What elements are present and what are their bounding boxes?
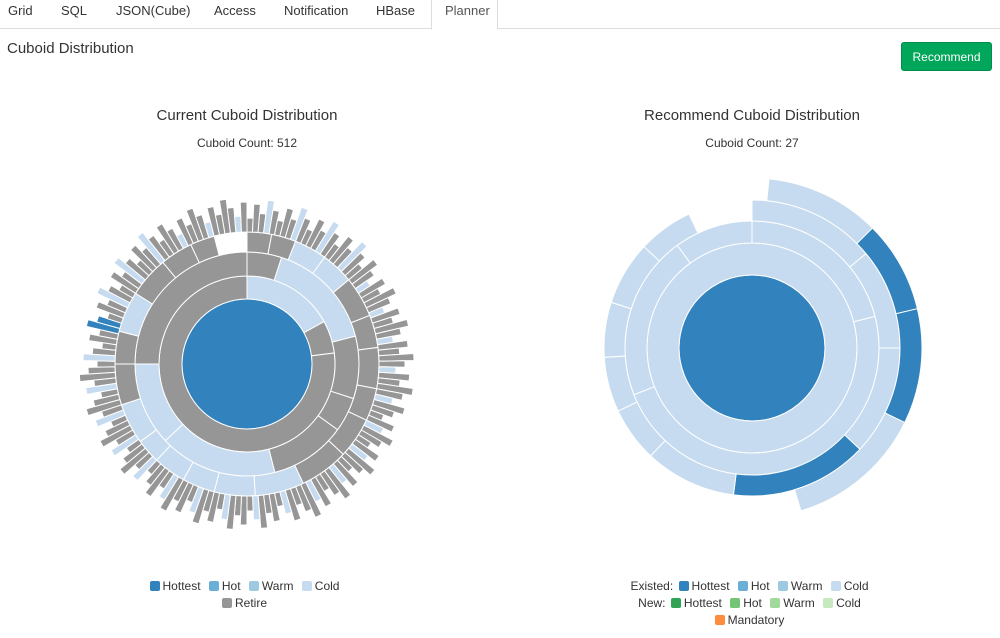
legend-label: Cold [836, 596, 861, 610]
sunburst-arc-l1-1[interactable] [678, 274, 826, 422]
sunburst-leaf-150[interactable] [239, 201, 248, 233]
legend-swatch-warm [248, 581, 259, 591]
tab-hbase[interactable]: HBase [376, 3, 416, 18]
legend-label: Hot [743, 596, 762, 610]
legend-item: Hottest [670, 596, 722, 610]
sunburst-arc-l3-4[interactable] [676, 220, 753, 264]
legend-swatch-hottest [149, 581, 160, 591]
legend-label: Hottest [683, 596, 722, 610]
tab-json-cube[interactable]: JSON(Cube) [116, 3, 191, 18]
legend-item: Retire [221, 596, 267, 610]
tab-notification[interactable]: Notification [284, 3, 349, 18]
legend-swatch-existed-hottest [678, 581, 689, 591]
sunburst-arc-l3-3[interactable] [330, 335, 360, 400]
legend-swatch-retire [221, 598, 232, 608]
legend-label: Cold [314, 579, 340, 593]
legend-group-label: Existed: [630, 579, 674, 593]
legend-swatch-existed-cold [830, 581, 841, 591]
recommend-legend-existed: Existed: Hottest Hot Warm Cold [552, 579, 952, 593]
current-legend-row1: Hottest Hot Warm Cold [47, 579, 447, 593]
legend-swatch-new-hot [730, 598, 741, 608]
legend-swatch-existed-hot [737, 581, 748, 591]
sunburst-leaf-113[interactable] [96, 360, 116, 368]
sunburst-arc-l5-4[interactable] [793, 412, 906, 512]
tab-access[interactable]: Access [214, 3, 256, 18]
legend-item: Hot [208, 579, 241, 593]
legend-item: Hot [730, 596, 762, 610]
sunburst-arc-l4-7[interactable] [356, 346, 380, 390]
sunburst-leaf-112[interactable] [87, 366, 116, 375]
legend-swatch-mandatory [714, 615, 725, 625]
legend-item: Cold [830, 579, 869, 593]
sunburst-arc-l4-12[interactable] [213, 471, 256, 497]
tab-bar: Grid SQL JSON(Cube) Access Notification … [0, 0, 1000, 30]
sunburst-arc-l4-10[interactable] [643, 213, 699, 262]
current-cuboid-count: Cuboid Count: 512 [196, 136, 298, 150]
recommend-sunburst-chart [603, 178, 923, 512]
legend-item: Hottest [149, 579, 201, 593]
legend-item: Hottest [678, 579, 730, 593]
recommend-legend-new: New: Hottest Hot Warm Cold [552, 596, 952, 610]
legend-swatch-cold [301, 581, 312, 591]
current-chart-title: Current Cuboid Distribution [156, 107, 338, 124]
sunburst-arc-l4-1[interactable] [246, 231, 273, 255]
legend-item: Warm [777, 579, 823, 593]
tab-grid[interactable]: Grid [8, 3, 33, 18]
recommend-legend-mandatory: Mandatory [552, 613, 952, 627]
legend-swatch-existed-warm [777, 581, 788, 591]
sunburst-arc-l1-1[interactable] [181, 298, 313, 430]
sunburst-leaf-38[interactable] [378, 360, 406, 368]
legend-label: Warm [261, 579, 294, 593]
legend-label: Warm [790, 579, 823, 593]
legend-label: Retire [234, 596, 267, 610]
legend-label: Hottest [162, 579, 201, 593]
legend-label: Cold [843, 579, 869, 593]
current-legend-row2: Retire [47, 596, 447, 610]
legend-label: Hottest [691, 579, 730, 593]
tab-sql[interactable]: SQL [61, 3, 88, 18]
recommend-cuboid-count: Cuboid Count: 27 [705, 136, 799, 150]
legend-item: Warm [770, 596, 815, 610]
legend-swatch-new-warm [770, 598, 781, 608]
legend-swatch-new-cold [823, 598, 834, 608]
legend-label: Mandatory [727, 613, 785, 627]
current-sunburst-chart [78, 198, 415, 530]
sunburst-leaf-75[interactable] [246, 495, 254, 512]
legend-label: Hot [221, 579, 241, 593]
section-title: Cuboid Distribution [7, 40, 134, 57]
legend-label: Warm [783, 596, 815, 610]
legend-item: Cold [823, 596, 861, 610]
recommend-button[interactable]: Recommend [901, 42, 992, 71]
legend-item: Cold [301, 579, 340, 593]
legend-swatch-new-hottest [670, 598, 681, 608]
legend-item: Warm [248, 579, 294, 593]
sunburst-arc-l4-18[interactable] [114, 330, 140, 365]
legend-label: Hot [750, 579, 770, 593]
legend-item: Mandatory [714, 613, 785, 627]
legend-swatch-hot [208, 581, 219, 591]
legend-group-label: New: [638, 596, 666, 610]
legend-item: Hot [737, 579, 770, 593]
tab-planner[interactable]: Planner [431, 0, 498, 30]
recommend-chart-title: Recommend Cuboid Distribution [644, 107, 860, 124]
